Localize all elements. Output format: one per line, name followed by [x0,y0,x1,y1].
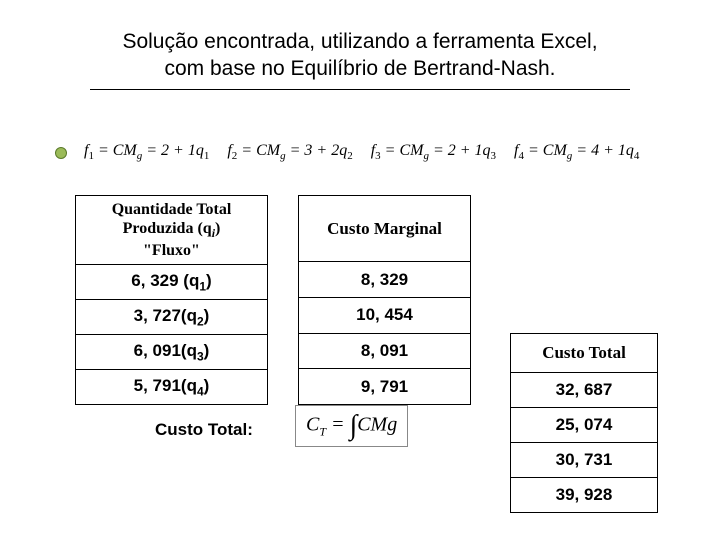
table-row: 5, 791(q4) [76,369,268,404]
total-cost-table: Custo Total 32, 687 25, 074 30, 731 39, … [510,333,658,513]
formula-2: f2 = CMg = 3 + 2q2 [223,140,356,164]
slide-title: Solução encontrada, utilizando a ferrame… [0,0,720,90]
table-row: 39, 928 [511,478,658,513]
table-row: 9, 791 [299,369,471,405]
table-row: 6, 329 (q1) [76,264,268,299]
table-row: 32, 687 [511,373,658,408]
formula-1: f1 = CMg = 2 + 1q1 [80,140,213,164]
cm-header: Custo Marginal [299,196,471,262]
integral-formula: CT = ∫CMg [295,405,408,447]
table-row: 25, 074 [511,408,658,443]
title-line2: com base no Equilíbrio de Bertrand-Nash. [164,57,555,80]
formula-3: f3 = CMg = 2 + 1q3 [367,140,500,164]
table-row: 10, 454 [299,297,471,333]
title-line1: Solução encontrada, utilizando a ferrame… [122,30,597,53]
quantity-table: Quantidade Total Produzida (qi) "Fluxo" … [75,195,268,405]
bullet-icon [55,147,67,159]
table-row: 8, 329 [299,262,471,298]
formula-4: f4 = CMg = 4 + 1q4 [510,140,643,164]
custo-total-label: Custo Total: [155,420,253,440]
table-row: 8, 091 [299,333,471,369]
tables-row: Quantidade Total Produzida (qi) "Fluxo" … [75,195,471,405]
table-row: 6, 091(q3) [76,334,268,369]
table-row: 30, 731 [511,443,658,478]
qty-header: Quantidade Total Produzida (qi) "Fluxo" [76,196,268,265]
ct-header: Custo Total [511,334,658,373]
formulas-row: f1 = CMg = 2 + 1q1 f2 = CMg = 3 + 2q2 f3… [80,140,643,164]
table-row: 3, 727(q2) [76,299,268,334]
marginal-cost-table: Custo Marginal 8, 329 10, 454 8, 091 9, … [298,195,471,405]
title-underline [90,89,630,90]
